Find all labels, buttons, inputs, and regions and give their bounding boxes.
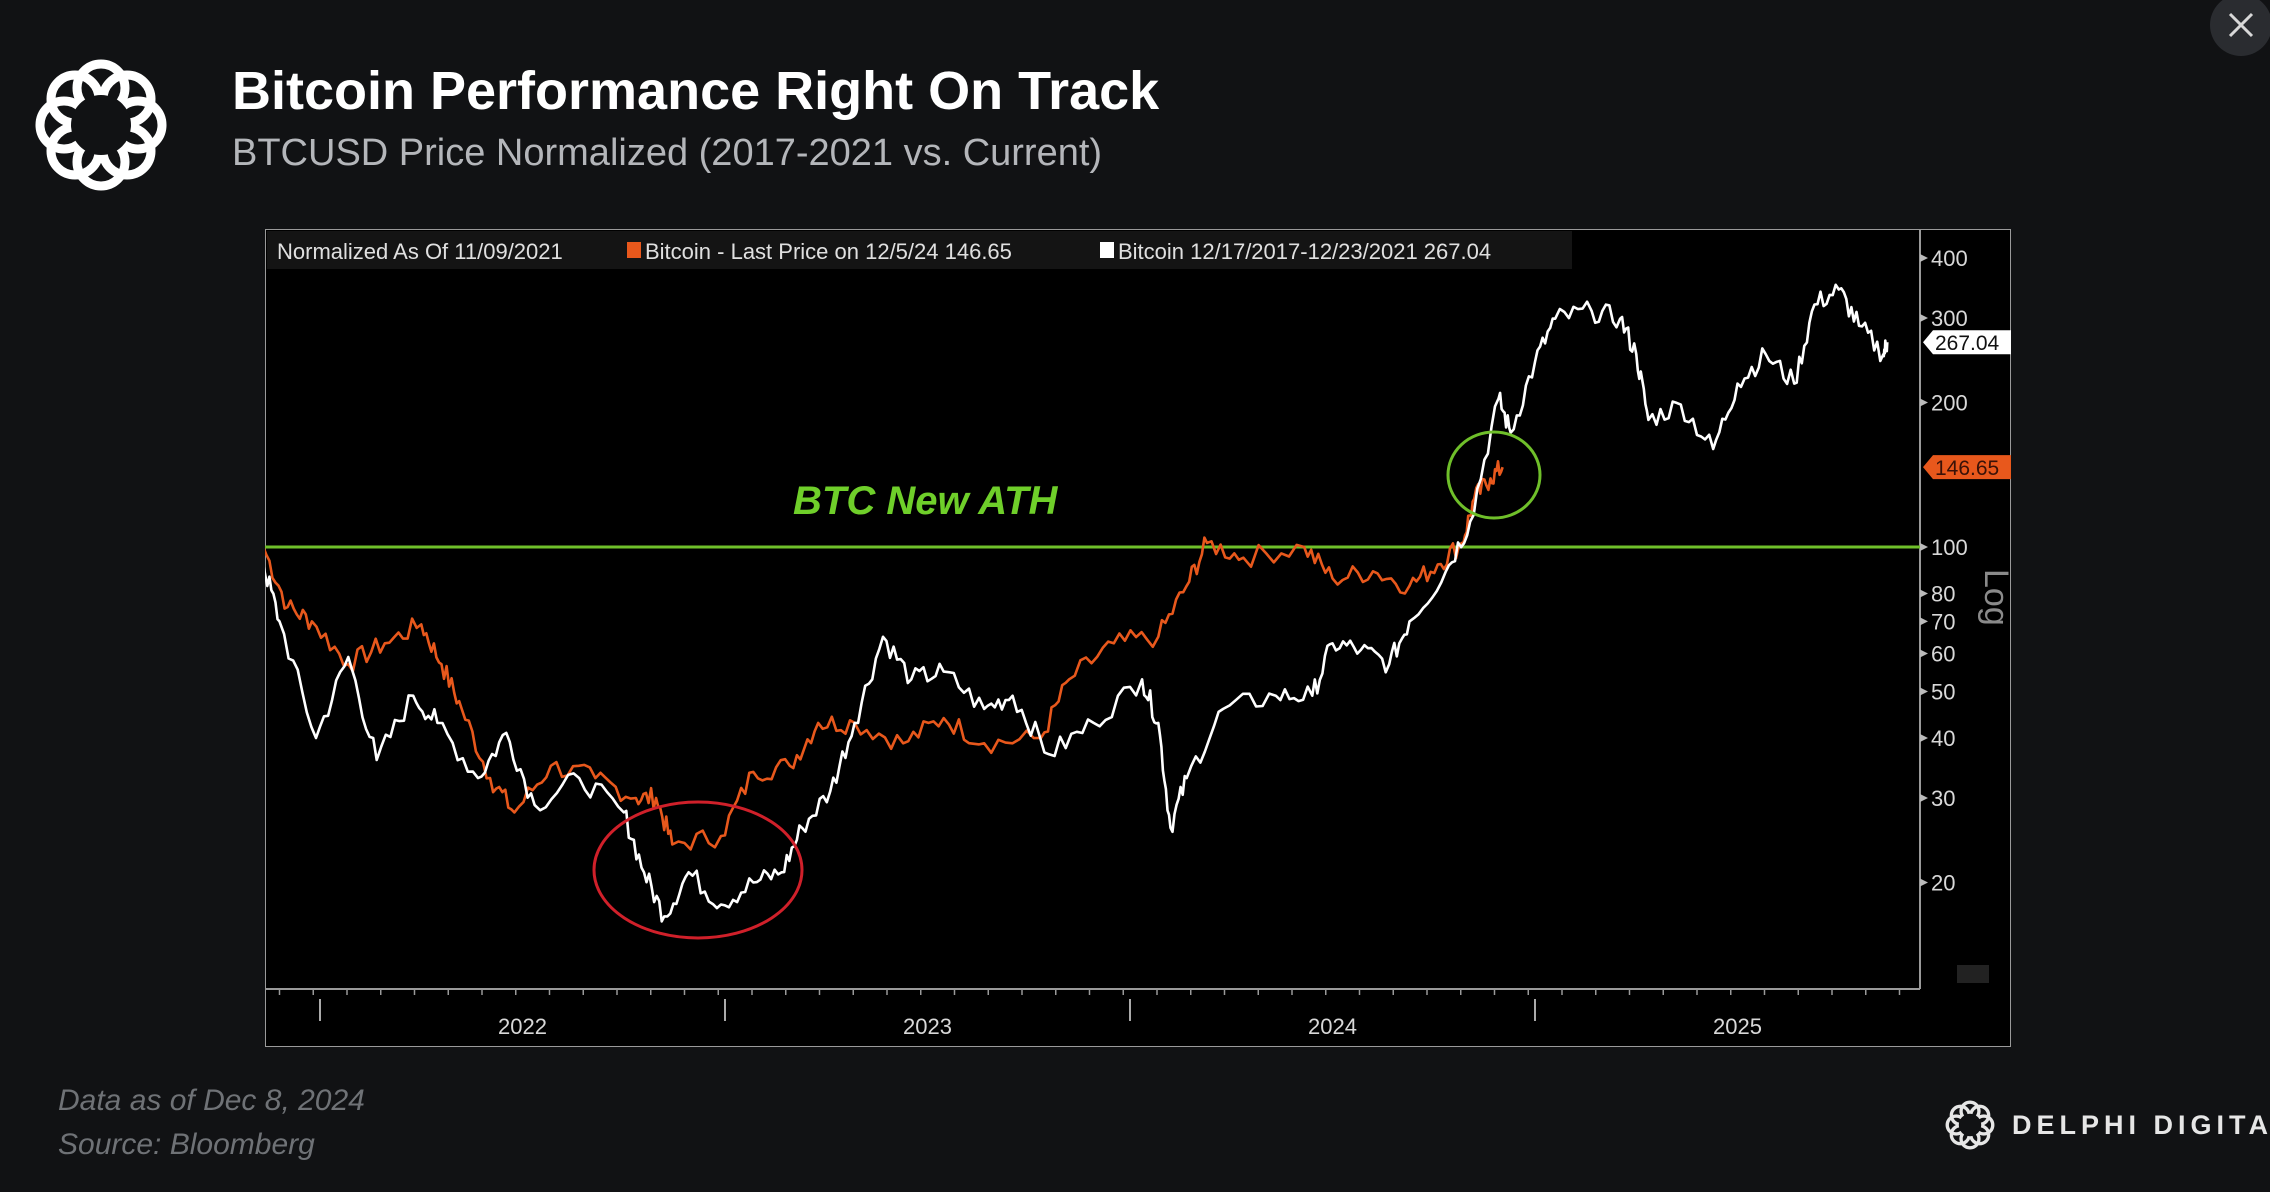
y-tick-label: 70 [1931,609,1955,634]
chart-options-icon[interactable] [1957,965,1989,983]
y-tick-label: 50 [1931,679,1955,704]
close-icon [2228,12,2254,38]
y-tick-label: 40 [1931,726,1955,751]
legend-header: Normalized As Of 11/09/2021 [277,239,563,264]
brand-name: DELPHI DIGITAL [2012,1109,2270,1140]
y-tick-mark [1920,543,1928,551]
y-tick-label: 100 [1931,535,1968,560]
y-tick-label: 400 [1931,246,1968,271]
y-tick-mark [1920,589,1928,598]
legend-item-previous: Bitcoin 12/17/2017-12/23/2021 267.04 [1118,239,1491,264]
page-title: Bitcoin Performance Right On Track [232,61,1160,121]
delphi-logo-icon [35,59,167,191]
page-subtitle: BTCUSD Price Normalized (2017-2021 vs. C… [232,132,1103,174]
y-tick-mark [1920,254,1928,263]
data-date-note: Data as of Dec 8, 2024 [58,1084,365,1117]
red-ellipse-annotation [592,800,804,940]
y-tick-mark [1920,649,1928,658]
legend-bar [267,231,1572,269]
y-tick-label: 80 [1931,582,1955,607]
x-tick-label: 2025 [1713,1014,1762,1039]
x-tick-label: 2024 [1308,1014,1357,1039]
last-value-badge [1923,455,2011,480]
green-circle-annotation [1446,430,1542,520]
series-line-2017-2021-cycle [265,283,1889,923]
y-tick-mark [1920,687,1928,696]
x-tick-label: 2023 [903,1014,952,1039]
y-tick-label: 30 [1931,786,1955,811]
y-tick-mark [1920,313,1928,322]
y-tick-mark [1920,793,1928,802]
y-tick-mark [1920,617,1928,626]
legend-swatch-orange [627,242,641,258]
y-tick-mark [1920,878,1928,887]
last-value-label: 267.04 [1935,332,2000,355]
source-note: Source: Bloomberg [58,1128,315,1161]
y-tick-label: 200 [1931,391,1968,416]
last-value-label: 146.65 [1935,457,1999,480]
last-value-badge [1923,330,2011,355]
chart: Normalized As Of 11/09/2021 Bitcoin - La… [265,229,2011,1047]
delphi-small-logo-icon [1945,1100,1995,1150]
y-tick-mark [1920,398,1928,407]
close-button[interactable] [2210,0,2270,56]
y-tick-mark [1920,734,1928,743]
y-tick-label: 300 [1931,306,1968,331]
brand-logo: DELPHI DIGITAL [1942,1097,2270,1153]
y-tick-label: 60 [1931,641,1955,666]
ath-annotation: BTC New ATH [793,479,1059,523]
y-tick-label: 20 [1931,871,1955,896]
legend-swatch-white [1100,242,1114,258]
chart-frame [265,229,2011,1047]
x-tick-label: 2022 [498,1014,547,1039]
legend-item-current: Bitcoin - Last Price on 12/5/24 146.65 [645,239,1012,264]
y-scale-label: Log [1977,569,2011,626]
